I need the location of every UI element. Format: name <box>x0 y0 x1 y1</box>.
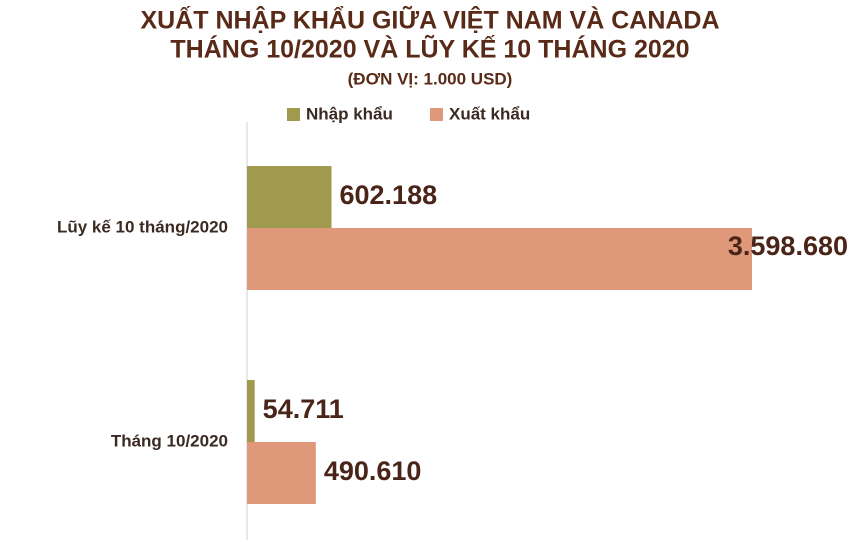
chart-title: XUẤT NHẬP KHẨU GIỮA VIỆT NAM VÀ CANADA <box>140 5 719 35</box>
y-tick-label: Tháng 10/2020 <box>111 431 228 450</box>
bar <box>247 228 752 290</box>
data-label: 54.711 <box>263 394 344 424</box>
data-label: 3.598.680 <box>728 231 848 261</box>
bar <box>247 166 332 228</box>
legend-swatch <box>287 108 300 121</box>
legend-swatch <box>430 108 443 121</box>
chart-subtitle: (ĐƠN VỊ: 1.000 USD) <box>348 69 513 88</box>
bar <box>247 380 255 442</box>
bar <box>247 442 316 504</box>
legend-label: Xuất khẩu <box>449 104 530 123</box>
data-label: 602.188 <box>340 180 438 210</box>
data-label: 490.610 <box>324 456 422 486</box>
legend-label: Nhập khẩu <box>306 104 393 123</box>
chart-title: THÁNG 10/2020 VÀ LŨY KẾ 10 THÁNG 2020 <box>170 34 689 64</box>
y-tick-label: Lũy kế 10 tháng/2020 <box>57 217 228 236</box>
